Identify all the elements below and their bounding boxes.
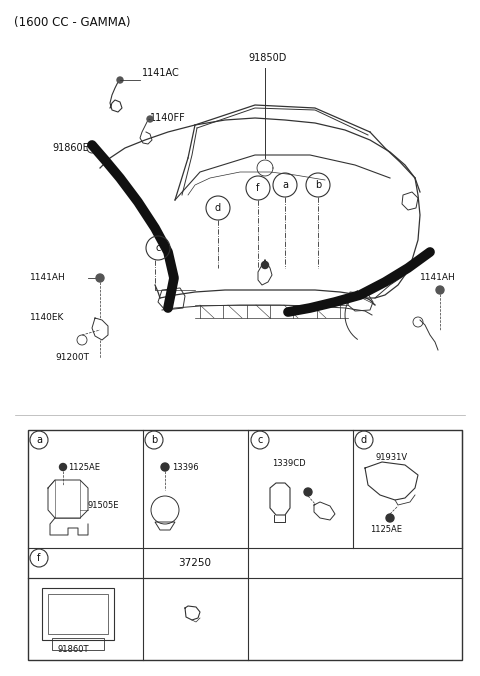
Text: d: d (361, 435, 367, 445)
Text: 37250: 37250 (179, 558, 212, 568)
Text: 91850D: 91850D (248, 53, 287, 63)
Circle shape (161, 463, 169, 471)
Text: 1141AH: 1141AH (30, 274, 66, 283)
Text: d: d (215, 203, 221, 213)
Circle shape (386, 514, 394, 522)
Text: 1141AC: 1141AC (142, 68, 180, 78)
Text: f: f (37, 553, 41, 563)
Text: 1339CD: 1339CD (272, 458, 306, 468)
Circle shape (96, 274, 104, 282)
Text: a: a (282, 180, 288, 190)
Text: c: c (156, 243, 161, 253)
Text: 91200T: 91200T (55, 354, 89, 362)
Text: 13396: 13396 (172, 462, 199, 471)
Text: 91860T: 91860T (58, 646, 89, 654)
Bar (28, 430, 462, 660)
Text: 91931V: 91931V (375, 454, 407, 462)
Text: f: f (256, 183, 260, 193)
Bar (52, 638, 104, 650)
Text: 91860E: 91860E (52, 143, 89, 153)
Text: c: c (257, 435, 263, 445)
Text: b: b (151, 435, 157, 445)
Bar (42, 588, 114, 640)
Bar (48, 594, 108, 634)
Circle shape (60, 464, 67, 470)
Text: b: b (315, 180, 321, 190)
Text: 1125AE: 1125AE (370, 525, 402, 535)
Text: 91505E: 91505E (88, 500, 120, 510)
Circle shape (436, 286, 444, 294)
Text: 1141AH: 1141AH (420, 274, 456, 283)
Text: 1125AE: 1125AE (68, 462, 100, 471)
Text: 1140FF: 1140FF (150, 113, 186, 123)
Circle shape (147, 116, 153, 122)
Text: (1600 CC - GAMMA): (1600 CC - GAMMA) (14, 16, 131, 29)
Text: a: a (36, 435, 42, 445)
Circle shape (304, 488, 312, 496)
Text: 1140EK: 1140EK (30, 314, 64, 322)
Circle shape (117, 77, 123, 83)
Circle shape (262, 262, 268, 268)
